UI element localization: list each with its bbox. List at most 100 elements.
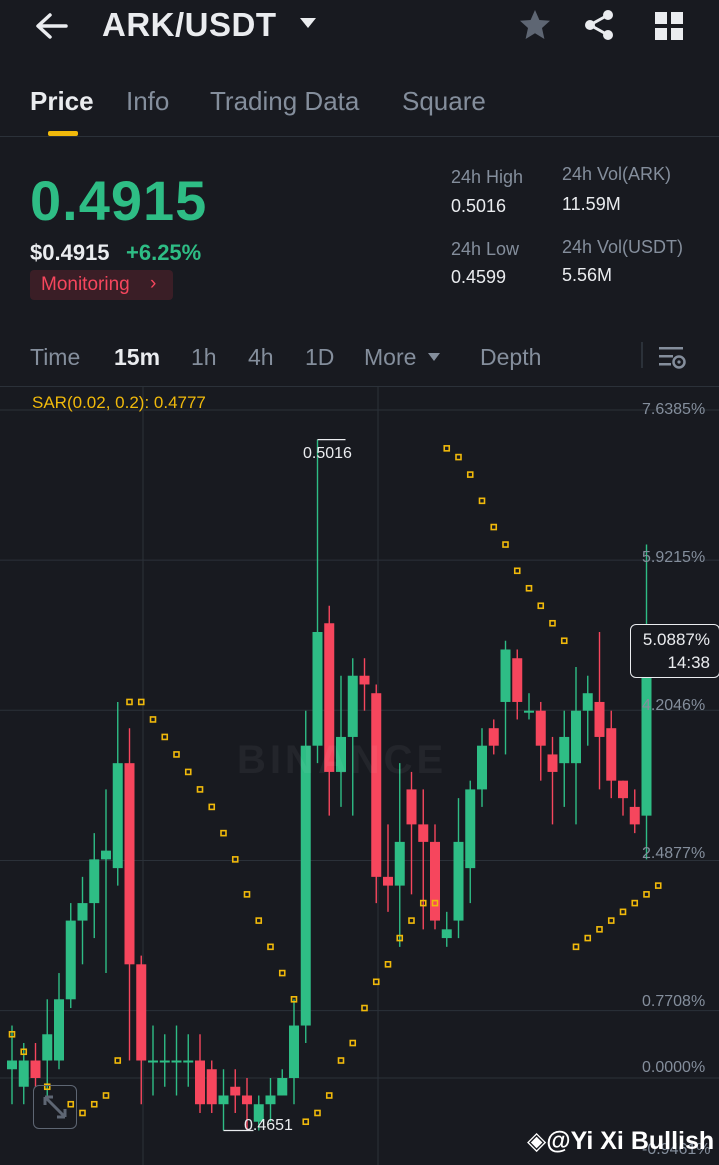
sar-dot [431,899,439,907]
sar-dot [619,908,627,916]
candlestick-chart[interactable] [0,387,719,1165]
sar-dot [114,1057,122,1064]
y-tick-label: 2.4877% [642,845,706,862]
candle-body [89,859,100,904]
active-tab-indicator [48,131,78,136]
sar-dot [384,961,392,968]
star-icon[interactable] [518,8,552,42]
interval-1d[interactable]: 1D [305,344,335,370]
sar-dot [349,1039,357,1047]
interval-bar: Time 15m 1h 4h 1D More Depth [0,330,719,387]
candle-body [136,964,147,1061]
low-value: 0.4599 [451,267,507,287]
candle-body [312,631,323,746]
candle-body [148,1060,158,1063]
candle-body [383,876,393,886]
sar-dot [278,969,286,977]
candle-body [430,841,440,921]
tab-square[interactable]: Square [402,86,486,116]
sar-dot [243,891,251,898]
usd-price: $0.4915 [30,240,110,265]
sar-dot [478,497,486,505]
caret-down-icon[interactable] [298,16,318,30]
sar-dot [126,698,133,706]
caret-down-icon[interactable] [427,352,441,362]
tab-info[interactable]: Info [126,86,170,116]
interval-more[interactable]: More [364,344,417,370]
current-price-tag: 5.0887% 14:38 [630,624,719,678]
candle-body [324,623,335,772]
candle-body [641,640,652,816]
sar-dot [196,786,204,793]
chart-settings-icon[interactable] [657,344,687,372]
sar-dot [607,917,615,924]
low-marker-label: 0.4651 [244,1117,293,1134]
grid-icon[interactable] [653,10,685,42]
share-icon[interactable] [582,8,616,42]
sar-dot [20,1048,28,1056]
candle-body [54,999,64,1061]
interval-depth[interactable]: Depth [480,344,542,370]
sar-dot [255,917,263,924]
candle-body [406,789,417,825]
candle-body [535,710,546,746]
sar-dot [596,926,603,933]
candle-body [230,1086,241,1096]
candle-body [594,701,605,737]
current-pct: 5.0887% [642,630,710,649]
sar-dot [314,1109,321,1117]
interval-time[interactable]: Time [30,344,81,370]
high-value: 0.5016 [451,196,507,216]
candle-body [359,675,370,685]
sar-dot [584,934,592,942]
credit-text: @Yi Xi Bullish [546,1127,715,1155]
sar-dot [361,1004,368,1012]
sar-indicator-label: SAR(0.02, 0.2): 0.4777 [32,393,206,412]
candle-body [218,1095,229,1105]
sar-dot [43,1083,51,1091]
candle-body [289,1025,299,1078]
monitoring-button[interactable]: Monitoring › [30,270,173,300]
candle-body [441,929,452,939]
fullscreen-button[interactable] [33,1085,77,1129]
binance-square-icon: ◈ [527,1127,547,1155]
vol-quote-value: 5.56M [562,265,613,285]
tab-price[interactable]: Price [30,86,94,116]
y-tick-label: 5.9215% [642,549,706,566]
sar-dot [396,934,404,942]
sar-dot [137,698,145,706]
sar-dot [325,1092,333,1099]
candle-body [242,1095,252,1105]
interval-15m[interactable]: 15m [114,344,161,370]
candle-body [336,736,346,772]
sar-dot [220,829,227,837]
sar-dot [443,445,451,452]
sar-dot [455,453,462,461]
candle-body [606,728,617,781]
divider [641,342,643,368]
sar-dot [290,995,298,1003]
back-arrow-icon[interactable] [34,10,70,42]
candle-body [571,710,581,764]
candle-body [124,763,135,965]
sar-dot [419,899,427,907]
sar-dot [102,1092,110,1099]
candle-body [18,1060,29,1087]
change-percent: +6.25% [126,240,202,265]
candle-body [112,763,123,869]
sar-dot [79,1109,86,1117]
tab-trading-data[interactable]: Trading Data [210,86,360,116]
sar-dot [149,716,157,723]
pair-title[interactable]: ARK/USDT [102,6,277,43]
candle-body [253,1104,264,1122]
candle-body [371,693,382,877]
candle-body [30,1060,41,1078]
sar-dot [490,523,498,531]
sar-dot [337,1057,345,1064]
interval-1h[interactable]: 1h [191,344,217,370]
y-tick-label: 4.2046% [642,697,706,714]
sar-dot [231,856,239,863]
low-label: 24h Low [451,239,520,259]
interval-4h[interactable]: 4h [248,344,274,370]
sar-dot [560,637,568,645]
